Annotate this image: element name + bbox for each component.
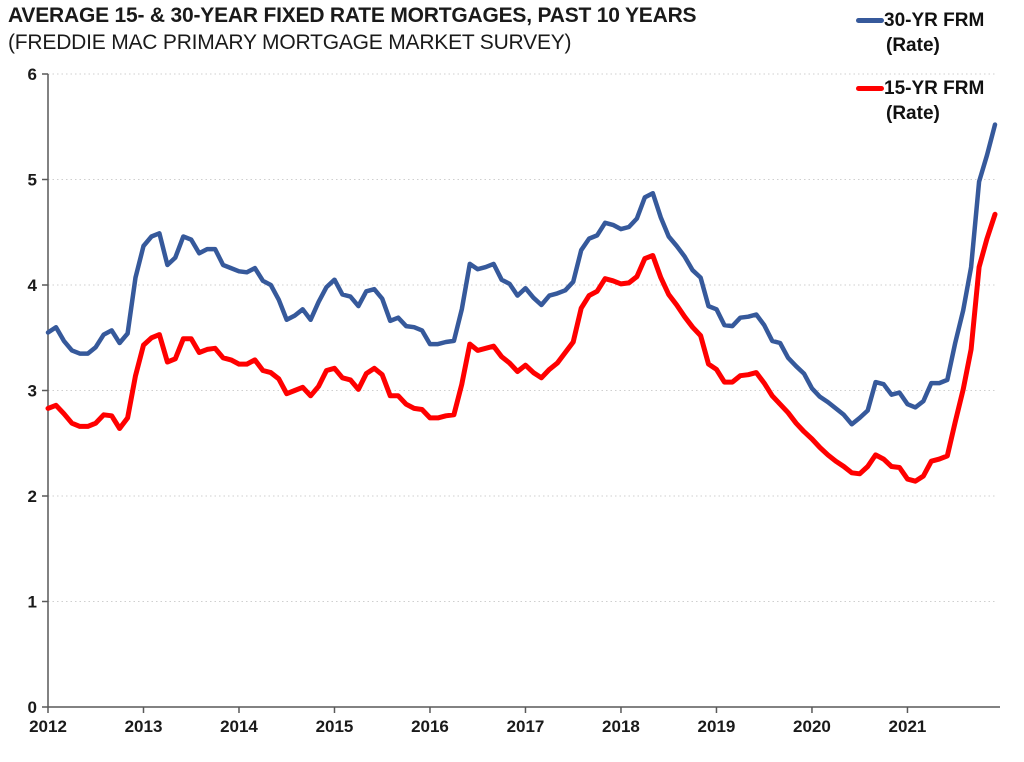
legend-dash-15yr-icon <box>856 86 884 91</box>
x-axis-label-2021: 2021 <box>889 717 927 736</box>
series-line-15-yr <box>45 211 998 484</box>
chart-subtitle: (FREDDIE MAC PRIMARY MORTGAGE MARKET SUR… <box>8 31 572 54</box>
x-axis-label-2015: 2015 <box>316 717 354 736</box>
chart-title: AVERAGE 15- & 30-YEAR FIXED RATE MORTGAG… <box>8 4 697 27</box>
legend-label-30yr: 30-YR FRM <box>884 10 985 31</box>
y-axis-label-1: 1 <box>28 593 37 612</box>
y-axis-label-4: 4 <box>28 276 38 295</box>
x-axis-label-2014: 2014 <box>220 717 258 736</box>
legend-dash-30yr-icon <box>856 18 884 23</box>
series-line-30-yr <box>45 122 998 427</box>
legend-entry-15yr: 15-YR FRM (Rate) <box>856 76 984 126</box>
x-axis-label-2020: 2020 <box>793 717 831 736</box>
x-axis-label-2019: 2019 <box>698 717 736 736</box>
x-axis-label-2017: 2017 <box>507 717 545 736</box>
x-axis-label-2012: 2012 <box>29 717 67 736</box>
y-axis-label-2: 2 <box>28 487 37 506</box>
y-axis-label-6: 6 <box>28 65 37 84</box>
y-axis-label-5: 5 <box>28 171 37 190</box>
y-axis-label-0: 0 <box>28 698 37 717</box>
y-axis-label-3: 3 <box>28 382 37 401</box>
chart-legend: 30-YR FRM (Rate) 15-YR FRM (Rate) <box>856 8 984 144</box>
legend-entry-30yr: 30-YR FRM (Rate) <box>856 8 984 58</box>
legend-label-15yr: 15-YR FRM <box>884 78 985 99</box>
legend-sublabel-30yr: (Rate) <box>886 35 940 56</box>
x-axis-label-2013: 2013 <box>125 717 163 736</box>
x-axis-label-2018: 2018 <box>602 717 640 736</box>
legend-sublabel-15yr: (Rate) <box>886 103 940 124</box>
x-axis-label-2016: 2016 <box>411 717 449 736</box>
